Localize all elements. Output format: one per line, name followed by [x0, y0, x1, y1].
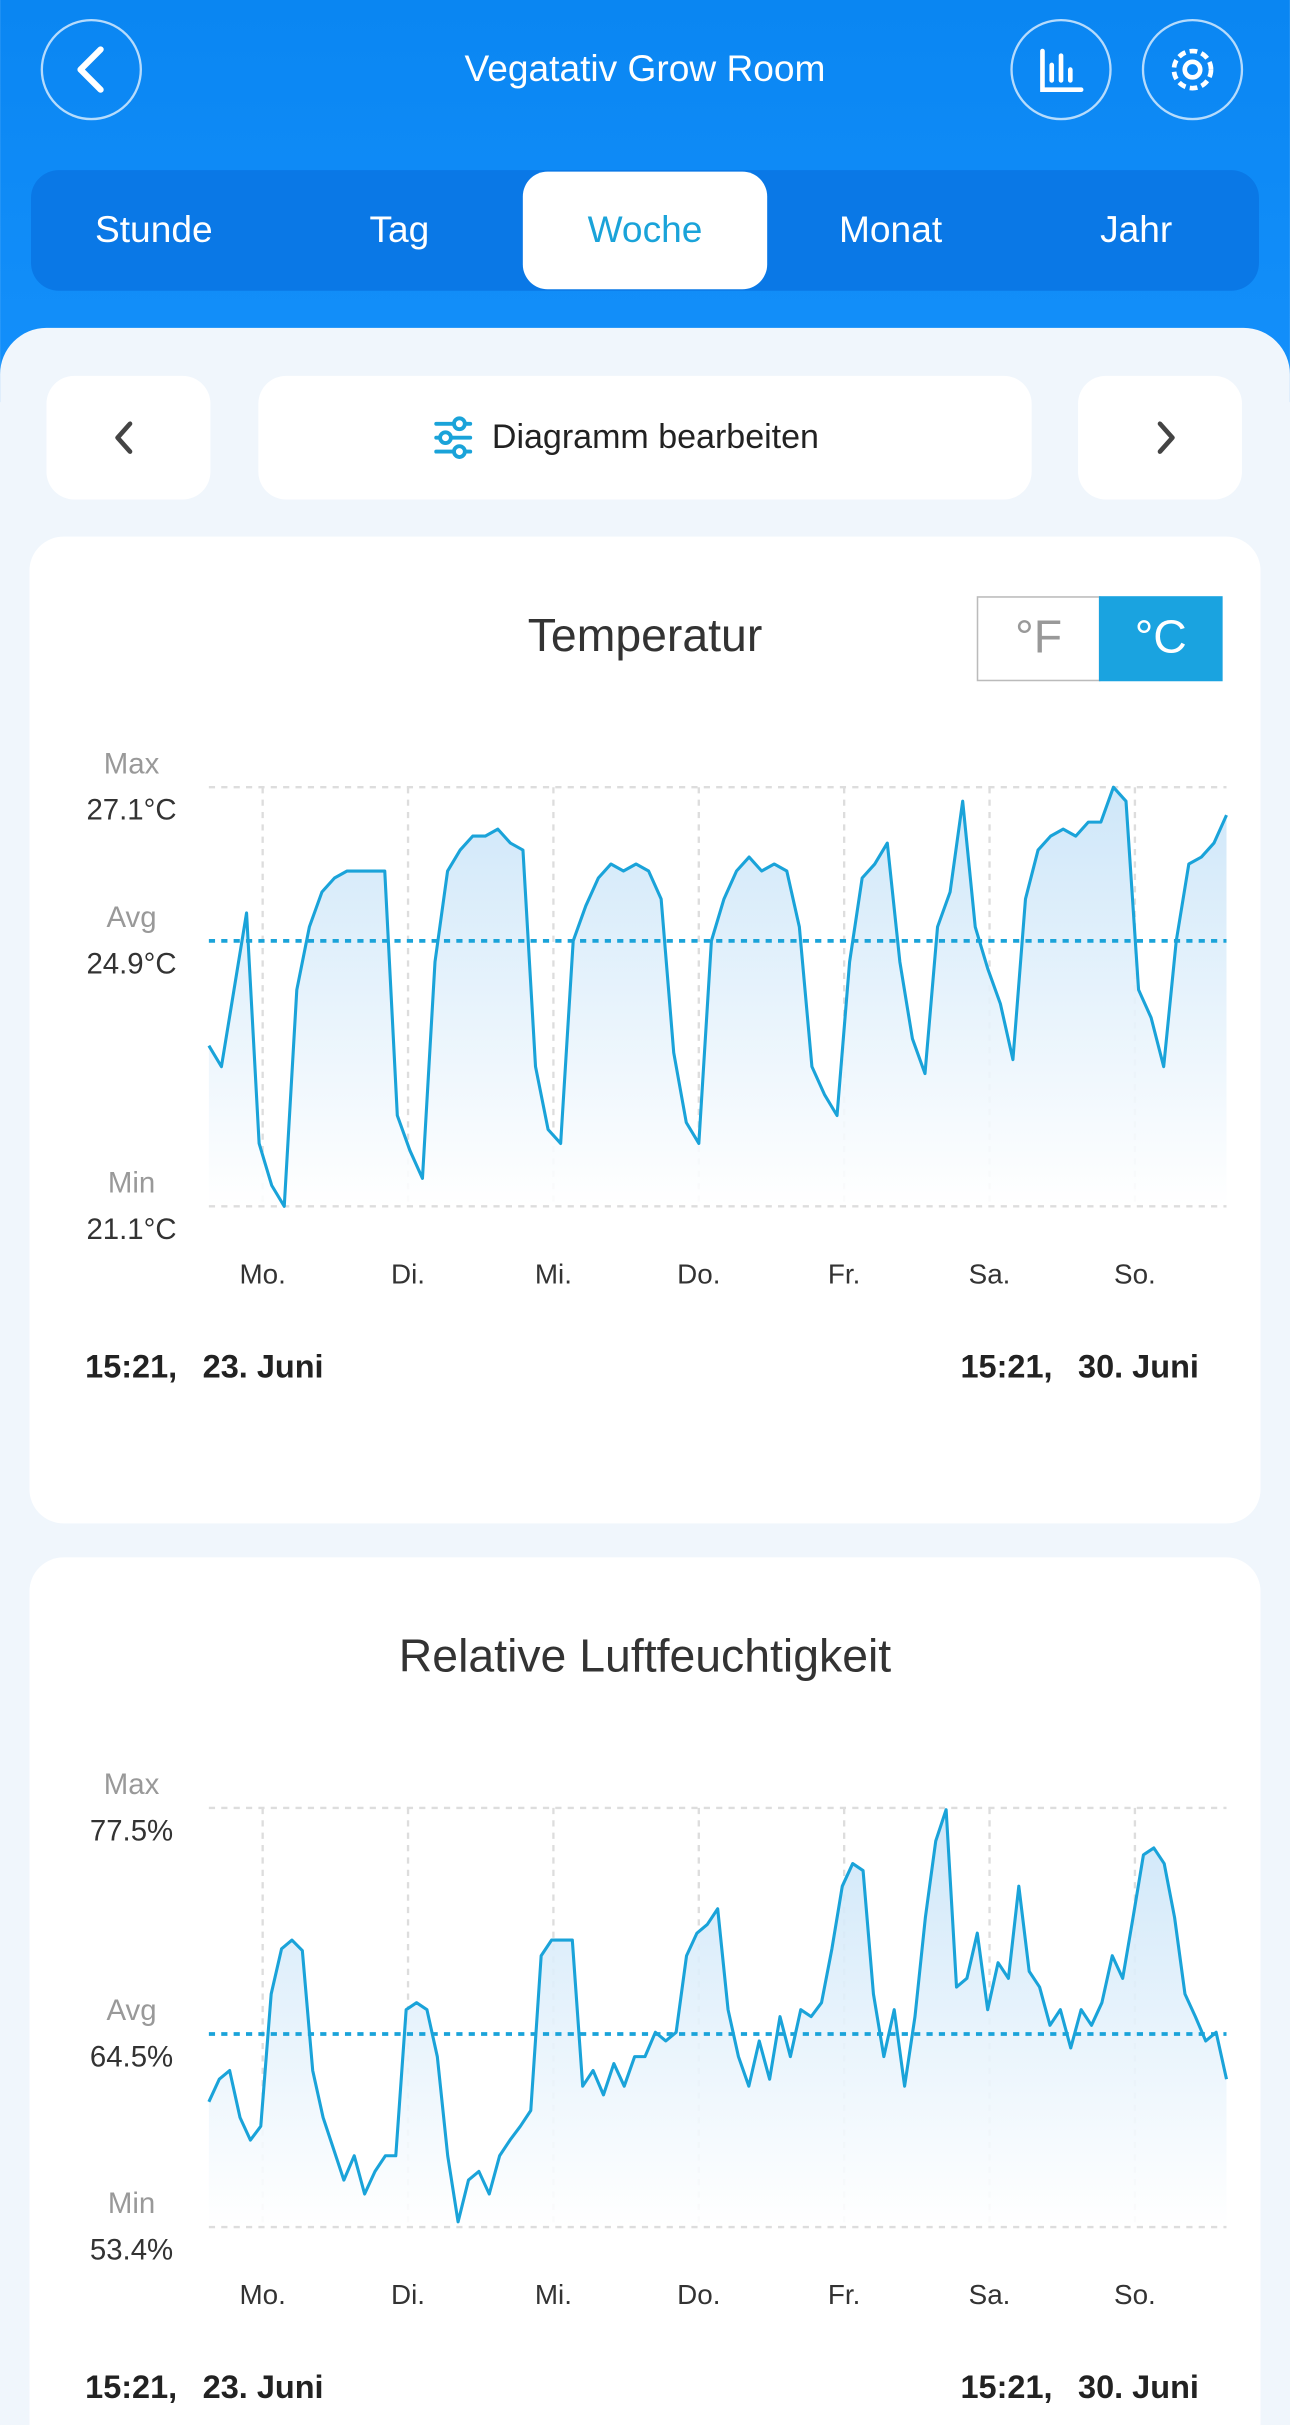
y-tick-name: Avg [106, 1994, 156, 2027]
tab-label: Monat [839, 208, 943, 250]
x-tick-label: Do. [677, 1258, 720, 1289]
chart-title: Relative Luftfeuchtigkeit [399, 1630, 891, 1682]
x-tick-label: So. [1114, 1258, 1156, 1289]
edit-button[interactable]: Diagramm bearbeiten [258, 375, 1032, 500]
tab-label: Jahr [1100, 208, 1172, 250]
start-time: 15:21, [85, 1348, 177, 1384]
x-tick-label: Do. [677, 2279, 720, 2310]
unit-bg [1098, 596, 1223, 682]
area [208, 787, 1227, 1207]
card-bg [29, 1557, 1261, 2425]
y-tick-label: 24.9°C [86, 947, 176, 980]
x-tick-label: Sa. [969, 1258, 1011, 1289]
end-date: 30. Juni [1078, 1348, 1199, 1384]
chart-title: Temperatur [528, 609, 763, 661]
y-tick-name: Max [104, 747, 160, 780]
y-tick-label: 53.4% [90, 2234, 173, 2267]
header-title: Vegatativ Grow Room [465, 47, 826, 89]
x-tick-label: Mo. [239, 1258, 285, 1289]
tab[interactable]: Monat [839, 208, 943, 250]
x-tick-label: Di. [391, 1258, 425, 1289]
x-tick-label: Mi. [535, 2279, 572, 2310]
y-tick-name: Min [108, 2187, 155, 2220]
line [207, 785, 1228, 1208]
tab[interactable]: Stunde [95, 208, 213, 250]
x-tick-label: Mo. [239, 2279, 285, 2310]
tab-label: Woche [588, 208, 703, 250]
start-time: 15:21, [85, 2369, 177, 2405]
start-date: 23. Juni [203, 2369, 324, 2405]
edit-button-label: Diagramm bearbeiten [492, 418, 819, 456]
chart-card: Relative Luftfeuchtigkeit Mo. Di. Mi. Do. Fr.… [29, 1557, 1261, 2425]
y-tick-name: Avg [106, 901, 156, 934]
settings-button[interactable] [1141, 18, 1244, 121]
next-button[interactable] [1078, 375, 1242, 500]
chart-card: Temperatur °F °C Mo. Di. Mi. Do. Fr. Sa. So. Max 27… [29, 536, 1261, 1524]
x-tick-label: Di. [391, 2279, 425, 2310]
unit-label: °C [1135, 611, 1187, 663]
y-tick-label: 27.1°C [86, 794, 176, 827]
unit-bg [976, 596, 1101, 682]
y-tick-name: Max [104, 1768, 160, 1801]
tab[interactable]: Woche [522, 171, 768, 290]
x-tick-label: So. [1114, 2279, 1156, 2310]
prev-button[interactable] [46, 375, 211, 500]
tab-label: Stunde [95, 208, 213, 250]
tab-selected-bg [522, 171, 768, 290]
area [208, 1809, 1227, 2228]
x-tick-label: Sa. [969, 2279, 1011, 2310]
end-time: 15:21, [960, 2369, 1052, 2405]
y-tick-label: 64.5% [90, 2041, 173, 2074]
tab[interactable]: Tag [369, 208, 429, 250]
unit-toggle[interactable]: °C [1098, 596, 1223, 682]
unit-label: °F [1015, 611, 1062, 663]
unit-toggle[interactable]: °F [976, 596, 1101, 682]
tab-label: Tag [369, 208, 429, 250]
start-date: 23. Juni [203, 1348, 324, 1384]
back-button[interactable] [40, 18, 142, 121]
end-date: 30. Juni [1078, 2369, 1199, 2405]
line [207, 1808, 1229, 2224]
tab[interactable]: Jahr [1100, 208, 1172, 250]
y-tick-label: 77.5% [90, 1814, 173, 1847]
y-tick-name: Min [108, 1166, 155, 1199]
stats-button[interactable] [1010, 18, 1112, 121]
x-tick-label: Fr. [828, 2279, 860, 2310]
x-tick-label: Fr. [828, 1258, 860, 1289]
y-tick-label: 21.1°C [86, 1213, 176, 1246]
x-tick-label: Mi. [535, 1258, 572, 1289]
end-time: 15:21, [960, 1348, 1052, 1384]
